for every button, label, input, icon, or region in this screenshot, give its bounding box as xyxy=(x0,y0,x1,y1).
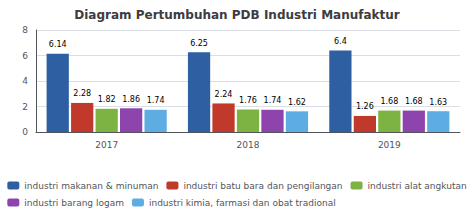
svg-text:industri alat angkutan: industri alat angkutan xyxy=(368,181,467,191)
svg-text:1.63: 1.63 xyxy=(429,98,447,107)
svg-text:industri makanan & minuman: industri makanan & minuman xyxy=(24,181,158,191)
svg-text:1.26: 1.26 xyxy=(356,102,374,111)
svg-text:1.74: 1.74 xyxy=(264,96,282,105)
svg-text:2019: 2019 xyxy=(378,140,401,150)
svg-text:1.86: 1.86 xyxy=(122,95,140,104)
svg-text:0: 0 xyxy=(22,127,28,137)
svg-text:industri batu bara dan pengila: industri batu bara dan pengilangan xyxy=(183,181,342,191)
svg-text:2017: 2017 xyxy=(95,140,118,150)
svg-text:4: 4 xyxy=(22,76,28,86)
svg-text:2: 2 xyxy=(22,102,28,112)
svg-text:Diagram Pertumbuhan PDB Indust: Diagram Pertumbuhan PDB Industri Manufak… xyxy=(74,8,400,22)
svg-text:industri kimia, farmasi dan ob: industri kimia, farmasi dan obat tradion… xyxy=(149,198,336,208)
svg-text:6.4: 6.4 xyxy=(334,37,347,46)
svg-text:6.14: 6.14 xyxy=(49,40,67,49)
svg-text:industri barang logam: industri barang logam xyxy=(24,198,124,208)
svg-text:1.74: 1.74 xyxy=(147,96,165,105)
svg-text:1.62: 1.62 xyxy=(288,98,306,107)
svg-text:2018: 2018 xyxy=(237,140,260,150)
svg-text:1.76: 1.76 xyxy=(239,96,257,105)
svg-text:1.68: 1.68 xyxy=(405,97,423,106)
svg-text:1.68: 1.68 xyxy=(380,97,398,106)
svg-text:2.24: 2.24 xyxy=(215,90,233,99)
svg-text:8: 8 xyxy=(22,25,28,35)
svg-text:6: 6 xyxy=(22,51,28,61)
svg-text:1.82: 1.82 xyxy=(98,95,116,104)
svg-text:6.25: 6.25 xyxy=(190,39,208,48)
svg-text:2.28: 2.28 xyxy=(73,89,91,98)
